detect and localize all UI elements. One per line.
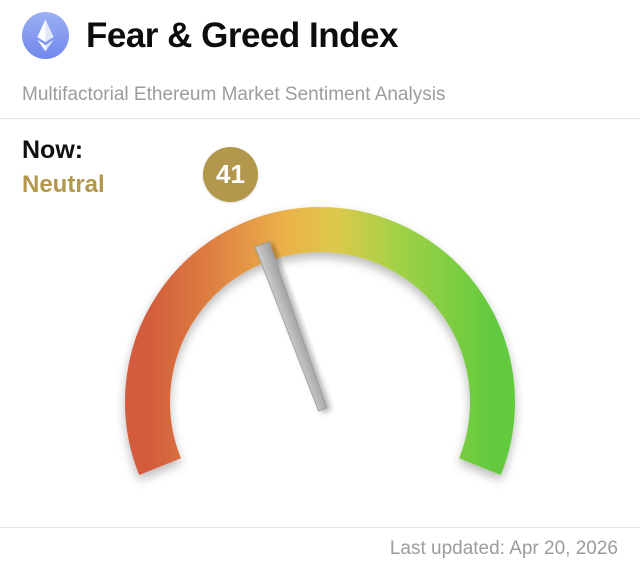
gauge-arc (125, 207, 515, 476)
value-badge-number: 41 (216, 159, 245, 189)
header-divider (0, 118, 640, 119)
gauge-needle (254, 241, 328, 412)
last-updated: Last updated: Apr 20, 2026 (389, 538, 618, 559)
page-title: Fear & Greed Index (86, 15, 398, 55)
now-classification: Neutral (22, 171, 105, 198)
now-label: Now: (22, 136, 84, 164)
ethereum-icon (22, 12, 69, 59)
header: Fear & Greed Index (22, 12, 398, 59)
subtitle: Multifactorial Ethereum Market Sentiment… (22, 84, 446, 105)
value-badge: 41 (203, 147, 258, 202)
footer-divider (0, 527, 640, 528)
